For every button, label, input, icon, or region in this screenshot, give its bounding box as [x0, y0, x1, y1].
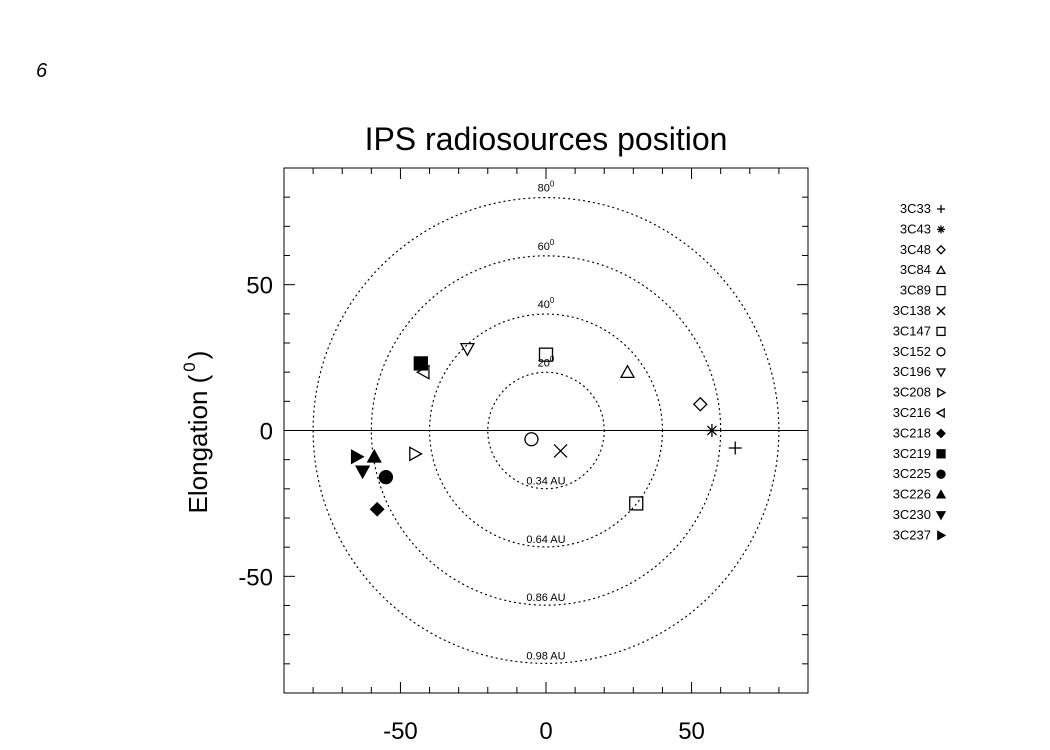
legend-marker-3c230 [935, 511, 947, 521]
legend-marker-3c225 [936, 469, 946, 479]
legend-marker-3c226 [935, 489, 947, 499]
legend-marker-3c216 [935, 407, 945, 419]
legend-label: 3C138 [893, 303, 931, 318]
legend-marker-3c218 [936, 428, 946, 439]
y-tick-label: -50 [238, 564, 273, 591]
x-tick-label: 0 [539, 718, 552, 745]
ring-angle-label: 800 [538, 180, 555, 195]
legend-label: 3C230 [893, 507, 931, 522]
y-axis-label-sup: 0 [180, 362, 199, 371]
ring-angle-label: 400 [538, 296, 555, 311]
elongation-ring [487, 371, 605, 490]
ring-distance-label: 0.34 AU [526, 476, 565, 488]
legend-label: 3C219 [893, 446, 931, 461]
chart-title: IPS radiosources position [365, 121, 728, 157]
page-number-label: 6 [36, 60, 48, 82]
data-point-3c225 [378, 470, 394, 485]
y-axis-label-close: ) [183, 351, 213, 360]
legend-label: 3C33 [900, 201, 931, 216]
legend-label: 3C43 [900, 221, 931, 236]
legend-marker-3c138 [936, 306, 946, 316]
legend-label: 3C196 [893, 364, 931, 379]
data-point-3c138 [553, 443, 568, 458]
legend-marker-3c48 [936, 244, 946, 255]
legend-marker-3c43 [937, 225, 945, 234]
legend-label: 3C216 [893, 405, 931, 420]
ring-distance-label: 0.86 AU [526, 592, 565, 604]
legend-label: 3C218 [893, 425, 931, 440]
legend-label: 3C89 [900, 283, 931, 298]
ring-distance-label: 0.98 AU [526, 650, 565, 662]
data-point-3c48 [692, 396, 708, 412]
legend-marker-3c208 [937, 387, 947, 398]
legend-label: 3C84 [900, 262, 931, 277]
data-point-3c218 [369, 501, 385, 517]
x-tick-label: -50 [383, 718, 418, 745]
x-tick-label: 50 [678, 718, 705, 745]
data-point-3c196 [459, 342, 476, 357]
legend-label: 3C237 [893, 527, 931, 542]
elongation-ring [312, 197, 780, 664]
ring-angle-label: 600 [538, 238, 555, 253]
y-tick-label: 50 [246, 273, 273, 300]
elongation-ring [428, 313, 664, 548]
svg-text:Elongation (0): Elongation ( 0) [180, 351, 213, 514]
data-point-3c152 [524, 432, 539, 447]
data-point-3c226 [366, 448, 382, 463]
data-point-3c219 [413, 356, 428, 371]
legend-marker-3c237 [937, 530, 947, 541]
data-point-3c84 [619, 364, 636, 379]
legend-marker-3c89 [936, 285, 946, 296]
legend-marker-3c147 [936, 326, 946, 337]
legend-marker-3c33 [937, 205, 945, 213]
legend-label: 3C226 [893, 487, 931, 502]
legend-marker-3c219 [936, 449, 946, 459]
data-point-3c208 [409, 446, 423, 462]
legend-label: 3C48 [900, 242, 931, 257]
y-axis-label: Elongation ( 0) [180, 351, 213, 514]
legend-marker-3c196 [935, 368, 947, 378]
legend-label: 3C147 [893, 323, 931, 338]
legend: 3C33 3C43 3C48 3C84 3C89 3C138 3C147 3C152 3C196… [893, 201, 947, 542]
legend-label: 3C152 [893, 344, 931, 359]
data-point-3c230 [354, 465, 371, 480]
legend-marker-3c84 [935, 264, 947, 275]
data-point-3c89 [538, 347, 554, 362]
elongation-ring [370, 255, 722, 606]
y-axis-label-main: Elongation ( [183, 374, 213, 513]
data-point-3c33 [728, 441, 742, 455]
data-point-3c43 [705, 424, 719, 437]
y-tick-label: 0 [260, 419, 273, 446]
data-point-3c237 [350, 449, 365, 465]
ring-distance-label: 0.64 AU [526, 534, 565, 546]
legend-label: 3C225 [893, 466, 931, 481]
data-point-3c147 [629, 496, 644, 511]
legend-label: 3C208 [893, 385, 931, 400]
legend-marker-3c152 [936, 347, 946, 357]
